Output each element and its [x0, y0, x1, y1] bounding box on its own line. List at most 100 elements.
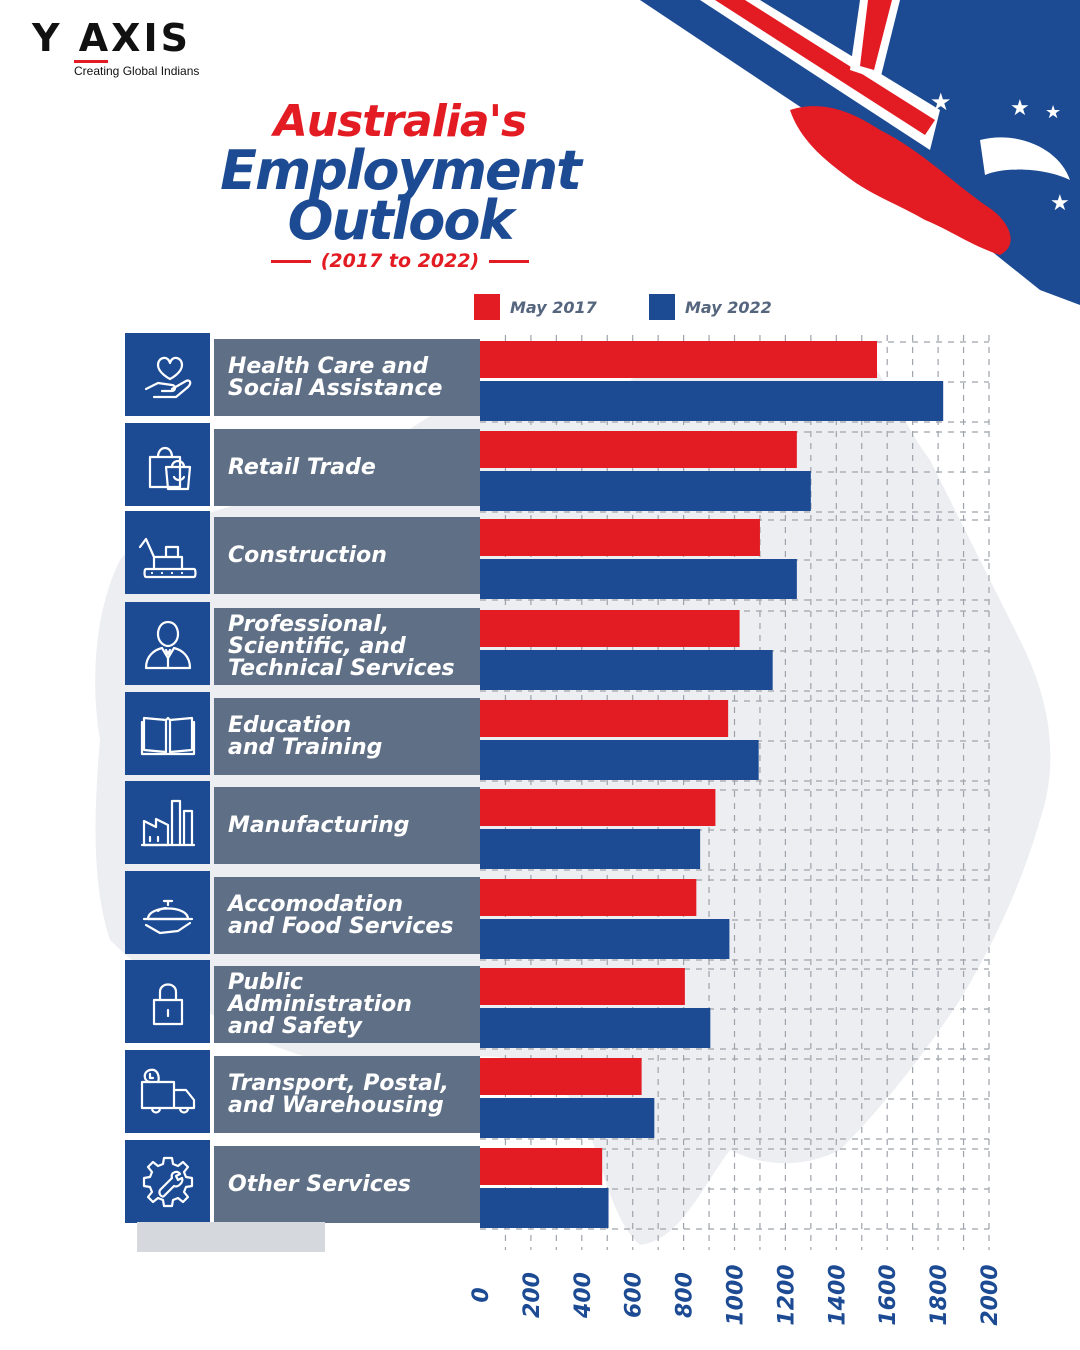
category-icon-box [125, 1140, 210, 1223]
bar-2022 [480, 650, 773, 690]
x-tick-label: 800 [673, 1272, 698, 1318]
bar-2022 [480, 1008, 711, 1048]
category-row: Education and Training [125, 692, 480, 775]
legend-swatch-2022 [649, 294, 675, 320]
delivery-truck-icon [140, 1068, 195, 1114]
flag-star-icon: ★ [930, 88, 952, 116]
title-line-2: Employment [220, 139, 582, 202]
legend-item-2017: May 2017 [474, 294, 597, 320]
bar-2017 [480, 1058, 642, 1095]
x-tick-label: 1000 [724, 1264, 749, 1325]
title-rule-right [489, 259, 530, 263]
legend-label-2017: May 2017 [510, 297, 597, 317]
category-label-box: Retail Trade [214, 429, 480, 506]
kangaroo-silhouette [790, 106, 1011, 255]
x-tick-label: 2000 [978, 1264, 1003, 1325]
flag-star-icon: ★ [990, 141, 1008, 165]
open-book-icon [140, 716, 195, 755]
bar-2022 [480, 381, 944, 421]
category-row: Professional, Scientific, and Technical … [125, 602, 480, 685]
category-label-box: Public Administration and Safety [214, 966, 480, 1043]
bar-2017 [480, 789, 716, 826]
bar-2022 [480, 919, 730, 959]
brand-name: Y AXIS [32, 16, 191, 60]
title-period-row: (2017 to 2022) [170, 250, 630, 272]
bar-2017 [480, 879, 697, 916]
category-label-box: Other Services [214, 1146, 480, 1223]
factory-icon [140, 799, 195, 846]
bar-2022 [480, 559, 797, 599]
category-label: Transport, Postal, and Warehousing [228, 1070, 449, 1118]
x-tick-label: 1400 [825, 1264, 850, 1325]
category-label: Health Care and Social Assistance [228, 353, 443, 401]
category-label-box: Manufacturing [214, 787, 480, 864]
bar-2017 [480, 431, 797, 468]
x-tick-label: 600 [622, 1272, 647, 1318]
category-icon-box [125, 781, 210, 864]
bar-2017 [480, 700, 729, 737]
category-label: Education and Training [228, 712, 383, 760]
category-row: Manufacturing [125, 781, 480, 864]
category-row: Construction [125, 511, 480, 594]
category-label: Retail Trade [228, 454, 376, 480]
category-icon-box [125, 511, 210, 594]
category-icon-box [125, 423, 210, 506]
category-label-box: Education and Training [214, 698, 480, 775]
title-rule-left [270, 259, 311, 263]
bar-2017 [480, 968, 685, 1005]
x-tick-label: 400 [571, 1272, 596, 1319]
bar-2022 [480, 471, 811, 511]
category-row: Public Administration and Safety [125, 960, 480, 1043]
legend-item-2022: May 2022 [649, 294, 772, 320]
category-icon-box [125, 602, 210, 685]
bar-2017 [480, 610, 740, 647]
category-icon-box [125, 333, 210, 416]
shopping-bags-icon [148, 446, 191, 490]
australian-flag-corner: ★ ★ ★ ★ ★ [640, 0, 1080, 305]
category-icon-box [125, 960, 210, 1043]
category-label-box: Construction [214, 517, 480, 594]
flag-star-icon: ★ [1050, 191, 1070, 216]
category-icon-box [125, 871, 210, 954]
category-icon-box [125, 692, 210, 775]
title-line-1: Australia's [273, 96, 528, 147]
heart-hand-icon [144, 356, 191, 398]
professional-person-icon [144, 620, 191, 669]
bar-2017 [480, 1148, 603, 1185]
category-label: Professional, Scientific, and Technical … [228, 611, 455, 681]
x-tick-label: 0 [469, 1287, 494, 1302]
category-icon-box [125, 1050, 210, 1133]
x-tick-label: 1800 [927, 1264, 952, 1325]
excavator-icon [138, 537, 197, 578]
gear-wrench-icon [142, 1156, 193, 1207]
flag-star-icon: ★ [1010, 96, 1030, 121]
legend-label-2022: May 2022 [685, 297, 772, 317]
x-tick-label: 1200 [774, 1264, 799, 1325]
category-label: Public Administration and Safety [228, 969, 412, 1039]
title-period: (2017 to 2022) [320, 250, 480, 272]
bar-2022 [480, 829, 701, 869]
bar-2022 [480, 1188, 609, 1228]
category-row: Transport, Postal, and Warehousing [125, 1050, 480, 1133]
category-label-box: Accomodation and Food Services [214, 877, 480, 954]
bar-2017 [480, 341, 878, 378]
rows-shadow [137, 1222, 325, 1252]
category-label-box: Health Care and Social Assistance [214, 339, 480, 416]
bar-2022 [480, 740, 759, 780]
flag-star-icon: ★ [1045, 102, 1061, 123]
category-row: Accomodation and Food Services [125, 871, 480, 954]
category-label-box: Transport, Postal, and Warehousing [214, 1056, 480, 1133]
brand-tagline: Creating Global Indians [74, 64, 200, 78]
category-row: Other Services [125, 1140, 480, 1223]
category-row: Health Care and Social Assistance [125, 333, 480, 416]
page-title: Australia's Employment Outlook (2017 to … [170, 96, 630, 273]
legend-swatch-2017 [474, 294, 500, 320]
category-row: Retail Trade [125, 423, 480, 506]
padlock-icon [152, 982, 183, 1025]
brand-underline [74, 60, 108, 63]
title-line-3: Outlook [287, 189, 515, 252]
bar-2022 [480, 1098, 655, 1138]
brand-logo: Y AXIS Creating Global Indians [32, 16, 199, 78]
